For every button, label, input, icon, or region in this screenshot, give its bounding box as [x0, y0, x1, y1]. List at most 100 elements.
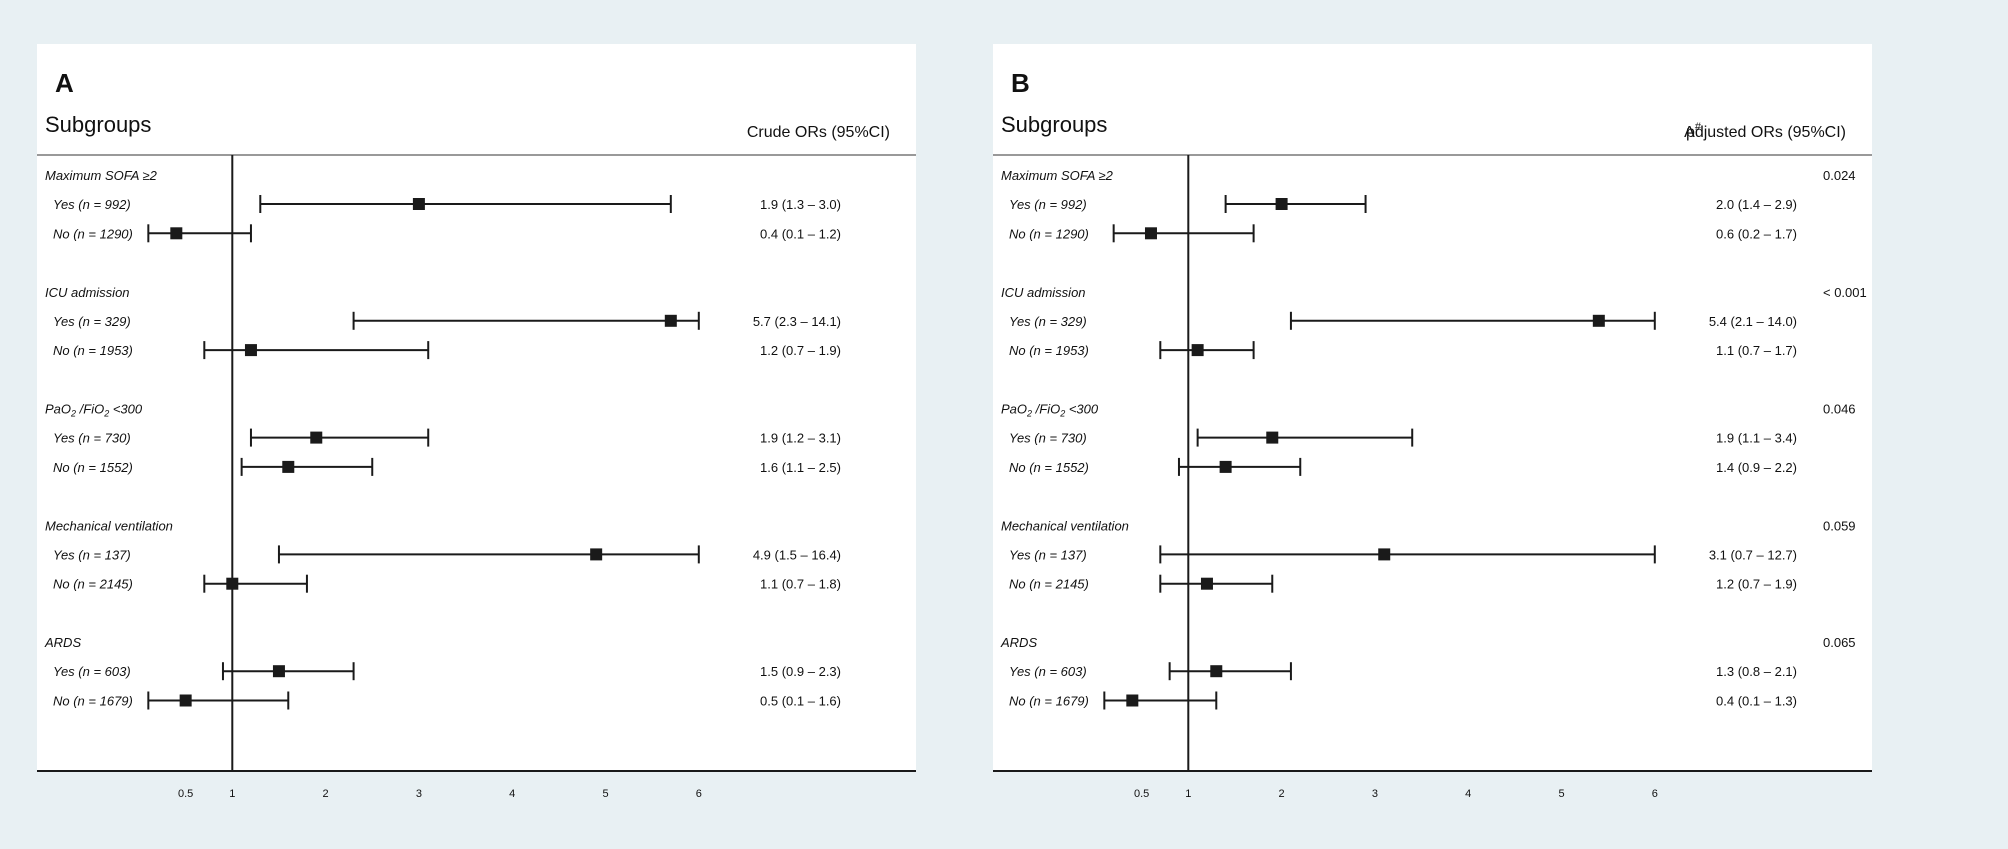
group-label: Maximum SOFA ≥2: [45, 168, 158, 183]
row-label: No (n = 1953): [53, 343, 133, 358]
subgroups-header: Subgroups: [1001, 112, 1107, 137]
group-label: ICU admission: [45, 285, 130, 300]
row-label: Yes (n = 730): [1009, 431, 1087, 446]
or-ci-text: 5.4 (2.1 – 14.0): [1709, 314, 1797, 329]
or-ci-text: 0.5 (0.1 – 1.6): [760, 694, 841, 709]
x-tick-label: 4: [1465, 788, 1471, 800]
row-label: Yes (n = 992): [1009, 197, 1087, 212]
or-point: [1378, 548, 1391, 561]
row-label: No (n = 1290): [1009, 226, 1089, 241]
row-label: No (n = 2145): [53, 577, 133, 592]
x-tick-label: 2: [323, 788, 329, 800]
panel-letter: A: [55, 68, 74, 98]
or-point: [244, 344, 257, 357]
row-label: Yes (n = 329): [53, 314, 131, 329]
or-point: [1275, 198, 1288, 210]
or-ci-text: 4.9 (1.5 – 16.4): [753, 547, 841, 562]
group-label: PaO2 /FiO2 <300: [1001, 402, 1099, 419]
or-point: [1144, 227, 1157, 240]
x-axis-ticks: 0.5 1 2 3 4 5 6: [178, 788, 702, 800]
p-value: 0.059: [1823, 518, 1856, 533]
or-ci-text: 1.5 (0.9 – 2.3): [760, 664, 841, 679]
row-label: Yes (n = 329): [1009, 314, 1087, 329]
or-point: [1200, 577, 1213, 590]
p-value: < 0.001: [1823, 285, 1867, 300]
or-point: [272, 665, 285, 678]
x-tick-label: 4: [509, 788, 515, 800]
x-tick-label: 0.5: [1134, 788, 1149, 800]
x-tick-label: 5: [602, 788, 608, 800]
p-value: 0.046: [1823, 402, 1856, 417]
x-tick-label: 2: [1279, 788, 1285, 800]
or-ci-text: 0.4 (0.1 – 1.2): [760, 226, 841, 241]
x-tick-label: 1: [229, 788, 235, 800]
or-ci-text: 0.6 (0.2 – 1.7): [1716, 226, 1797, 241]
estimate-header: Crude ORs (95%CI): [747, 124, 890, 141]
or-ci-text: 1.9 (1.2 – 3.1): [760, 431, 841, 446]
row-label: Yes (n = 137): [53, 547, 131, 562]
or-ci-text: 1.1 (0.7 – 1.7): [1716, 343, 1797, 358]
or-point: [664, 314, 677, 327]
or-point: [1219, 460, 1232, 473]
x-tick-label: 6: [1652, 788, 1658, 800]
p-value-header: p#: [1686, 121, 1702, 141]
or-ci-text: 1.9 (1.3 – 3.0): [760, 197, 841, 212]
or-point: [1592, 314, 1605, 327]
row-label: No (n = 1552): [1009, 460, 1089, 475]
group-label: Mechanical ventilation: [1001, 518, 1129, 533]
x-tick-label: 5: [1558, 788, 1564, 800]
group-label: PaO2 /FiO2 <300: [45, 402, 143, 419]
or-ci-text: 5.7 (2.3 – 14.1): [753, 314, 841, 329]
group-label: Mechanical ventilation: [45, 518, 173, 533]
row-label: No (n = 1290): [53, 226, 133, 241]
forest-panel-b: B Subgroups Adjusted ORs (95%CI) p# Maximum …: [993, 44, 1872, 772]
row-label: No (n = 1679): [53, 694, 133, 709]
or-point: [179, 694, 192, 707]
or-point: [282, 460, 295, 473]
forest-plot-a: A Subgroups Crude ORs (95%CI) Maximum SOFA …: [37, 68, 916, 772]
or-ci-text: 1.6 (1.1 – 2.5): [760, 460, 841, 475]
row-label: Yes (n = 730): [53, 431, 131, 446]
row-label: Yes (n = 137): [1009, 547, 1087, 562]
or-ci-text: 0.4 (0.1 – 1.3): [1716, 694, 1797, 709]
subgroups-header: Subgroups: [45, 112, 151, 137]
row-label: Yes (n = 603): [1009, 664, 1087, 679]
or-ci-text: 1.2 (0.7 – 1.9): [1716, 577, 1797, 592]
x-axis-ticks: 0.5 1 2 3 4 5 6: [1134, 788, 1658, 800]
or-point: [1191, 344, 1204, 357]
group-label: ARDS: [44, 635, 81, 650]
x-tick-label: 6: [696, 788, 702, 800]
row-label: No (n = 2145): [1009, 577, 1089, 592]
or-point: [170, 227, 183, 240]
group-label: Maximum SOFA ≥2: [1001, 168, 1114, 183]
row-label: Yes (n = 603): [53, 664, 131, 679]
or-point: [1126, 694, 1139, 707]
x-tick-label: 1: [1185, 788, 1191, 800]
row-label: No (n = 1679): [1009, 694, 1089, 709]
group-label: ARDS: [1000, 635, 1037, 650]
row-label: No (n = 1953): [1009, 343, 1089, 358]
x-tick-label: 3: [416, 788, 422, 800]
forest-panel-a: A Subgroups Crude ORs (95%CI) Maximum SOFA …: [37, 44, 916, 772]
or-point: [590, 548, 603, 561]
p-value: 0.065: [1823, 635, 1856, 650]
or-point: [226, 577, 239, 590]
or-ci-text: 2.0 (1.4 – 2.9): [1716, 197, 1797, 212]
forest-plot-b: B Subgroups Adjusted ORs (95%CI)p# Maximum …: [993, 68, 1872, 772]
or-point: [1266, 431, 1279, 444]
or-ci-text: 3.1 (0.7 – 12.7): [1709, 547, 1797, 562]
x-tick-label: 3: [1372, 788, 1378, 800]
panel-letter: B: [1011, 68, 1030, 98]
or-ci-text: 1.3 (0.8 – 2.1): [1716, 664, 1797, 679]
or-point: [412, 198, 425, 210]
or-ci-text: 1.4 (0.9 – 2.2): [1716, 460, 1797, 475]
p-value: 0.024: [1823, 168, 1856, 183]
or-ci-text: 1.2 (0.7 – 1.9): [760, 343, 841, 358]
row-label: Yes (n = 992): [53, 197, 131, 212]
or-point: [1210, 665, 1223, 678]
or-point: [310, 431, 323, 444]
estimate-header: Adjusted ORs (95%CI): [1684, 124, 1846, 141]
row-label: No (n = 1552): [53, 460, 133, 475]
group-label: ICU admission: [1001, 285, 1086, 300]
x-tick-label: 0.5: [178, 788, 193, 800]
